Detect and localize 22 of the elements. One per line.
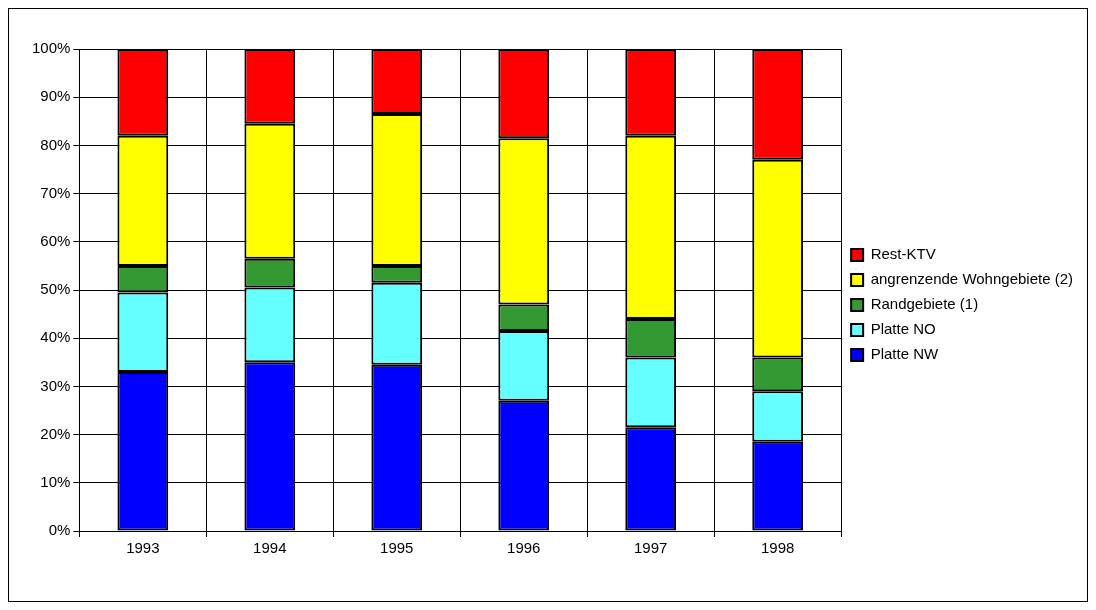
y-tick-label: 90% xyxy=(40,87,71,105)
x-tick-label: 1995 xyxy=(380,539,414,557)
legend-label: Platte NW xyxy=(870,345,939,363)
y-tick-label: 50% xyxy=(40,280,71,298)
legend-label: angrenzende Wohngebiete (2) xyxy=(870,270,1074,288)
y-tick-label: 30% xyxy=(40,376,71,394)
legend-label: Rest-KTV xyxy=(870,245,936,263)
y-tick-label: 70% xyxy=(40,183,71,201)
y-tick-label: 10% xyxy=(40,472,71,490)
y-tick-label: 20% xyxy=(40,424,71,442)
x-tick-label: 1994 xyxy=(253,539,287,557)
legend-label: Randgebiete (1) xyxy=(870,295,979,313)
x-tick-label: 1993 xyxy=(126,539,160,557)
x-tick-label: 1996 xyxy=(507,539,541,557)
y-tick-label: 60% xyxy=(40,231,71,249)
x-tick-label: 1998 xyxy=(760,539,795,557)
y-tick-label: 100% xyxy=(31,39,71,57)
y-tick-label: 0% xyxy=(48,521,71,539)
legend-label: Platte NO xyxy=(870,320,936,338)
y-tick-label: 40% xyxy=(40,328,71,346)
y-tick-label: 80% xyxy=(40,135,71,153)
x-tick-label: 1997 xyxy=(634,539,668,557)
